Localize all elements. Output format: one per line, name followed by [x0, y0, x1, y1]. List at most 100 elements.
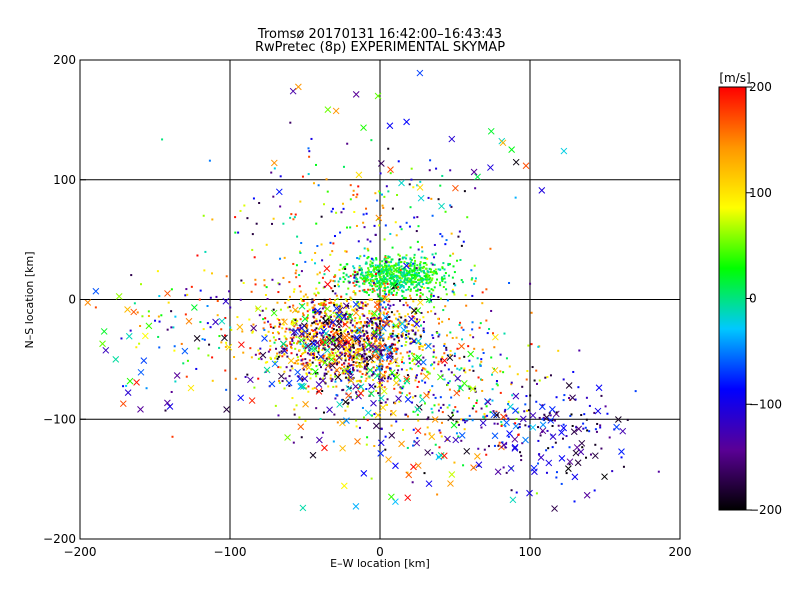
data-point: [388, 362, 391, 365]
data-point: [380, 269, 383, 272]
data-point: [398, 283, 401, 286]
data-point: [292, 441, 295, 444]
data-point: [463, 369, 466, 372]
data-point-cross: [368, 383, 375, 390]
data-point: [455, 432, 458, 435]
data-point-cross: [193, 335, 201, 342]
data-point: [439, 233, 442, 236]
data-point-cross: [386, 122, 394, 130]
data-point: [421, 279, 424, 282]
data-point: [360, 306, 363, 309]
data-point-cross: [569, 394, 576, 402]
data-point-cross: [526, 489, 533, 497]
data-point: [390, 274, 393, 277]
data-point: [421, 369, 424, 372]
data-point: [412, 428, 415, 431]
data-point: [311, 300, 314, 303]
data-point: [366, 325, 369, 328]
data-point: [301, 345, 304, 348]
data-point: [533, 379, 536, 382]
data-point: [395, 276, 398, 279]
data-point: [443, 352, 446, 355]
data-point: [561, 437, 564, 440]
data-point: [363, 360, 366, 363]
data-point-cross: [357, 389, 365, 397]
data-point: [390, 288, 393, 291]
data-point: [318, 319, 321, 322]
data-point: [264, 361, 267, 364]
data-point: [500, 423, 503, 426]
data-point: [380, 368, 383, 371]
data-point-cross: [133, 379, 140, 386]
data-point: [291, 340, 294, 343]
data-point: [409, 267, 412, 270]
data-point: [353, 210, 356, 213]
data-point: [363, 226, 366, 229]
data-point-cross: [539, 427, 547, 435]
data-point-cross: [424, 449, 432, 456]
data-point: [387, 366, 390, 369]
data-point: [333, 280, 336, 283]
data-point: [388, 349, 391, 352]
data-point: [551, 419, 554, 422]
data-point: [419, 180, 422, 183]
data-point-cross: [302, 328, 309, 336]
data-point-cross: [212, 318, 219, 326]
data-point: [309, 377, 312, 380]
data-point-cross: [236, 323, 244, 331]
data-point: [378, 377, 381, 380]
data-point: [340, 351, 343, 354]
data-point: [331, 319, 334, 322]
data-point: [299, 318, 302, 321]
data-point: [387, 264, 390, 267]
data-point: [342, 348, 345, 351]
data-point: [322, 321, 325, 324]
data-point-cross: [475, 461, 483, 469]
data-point: [433, 404, 436, 407]
data-point-cross: [416, 184, 424, 191]
data-point: [373, 337, 376, 340]
data-point: [366, 362, 369, 365]
data-point: [400, 387, 403, 390]
data-point-cross: [254, 305, 262, 313]
data-point: [348, 312, 351, 315]
data-point: [367, 255, 370, 258]
data-point: [427, 393, 430, 396]
data-point: [384, 224, 387, 227]
data-point: [349, 349, 352, 352]
data-point: [383, 265, 386, 268]
data-point: [414, 278, 417, 281]
data-point-cross: [218, 317, 226, 325]
data-point: [409, 289, 412, 292]
data-point: [403, 270, 406, 273]
data-point: [318, 281, 321, 284]
data-point: [399, 279, 402, 282]
data-point: [416, 413, 419, 416]
data-point: [138, 342, 141, 345]
data-point: [198, 298, 201, 301]
data-point: [381, 295, 384, 298]
data-point: [361, 372, 364, 375]
data-point: [524, 424, 527, 427]
data-point-cross: [452, 184, 459, 192]
data-point: [473, 347, 476, 350]
data-point: [363, 247, 366, 250]
data-point: [431, 277, 434, 280]
data-point: [301, 378, 304, 381]
data-point: [184, 313, 187, 316]
data-point: [365, 368, 368, 371]
data-point: [298, 274, 301, 277]
data-point: [293, 413, 296, 416]
data-point: [449, 331, 452, 334]
data-point: [447, 262, 450, 265]
data-point: [363, 280, 366, 283]
data-point: [416, 437, 419, 440]
data-point: [287, 299, 290, 302]
data-point-cross: [333, 305, 340, 312]
data-point: [239, 298, 242, 301]
data-point: [383, 282, 386, 285]
data-point: [370, 257, 373, 260]
data-point: [402, 362, 405, 365]
data-point: [400, 283, 403, 286]
